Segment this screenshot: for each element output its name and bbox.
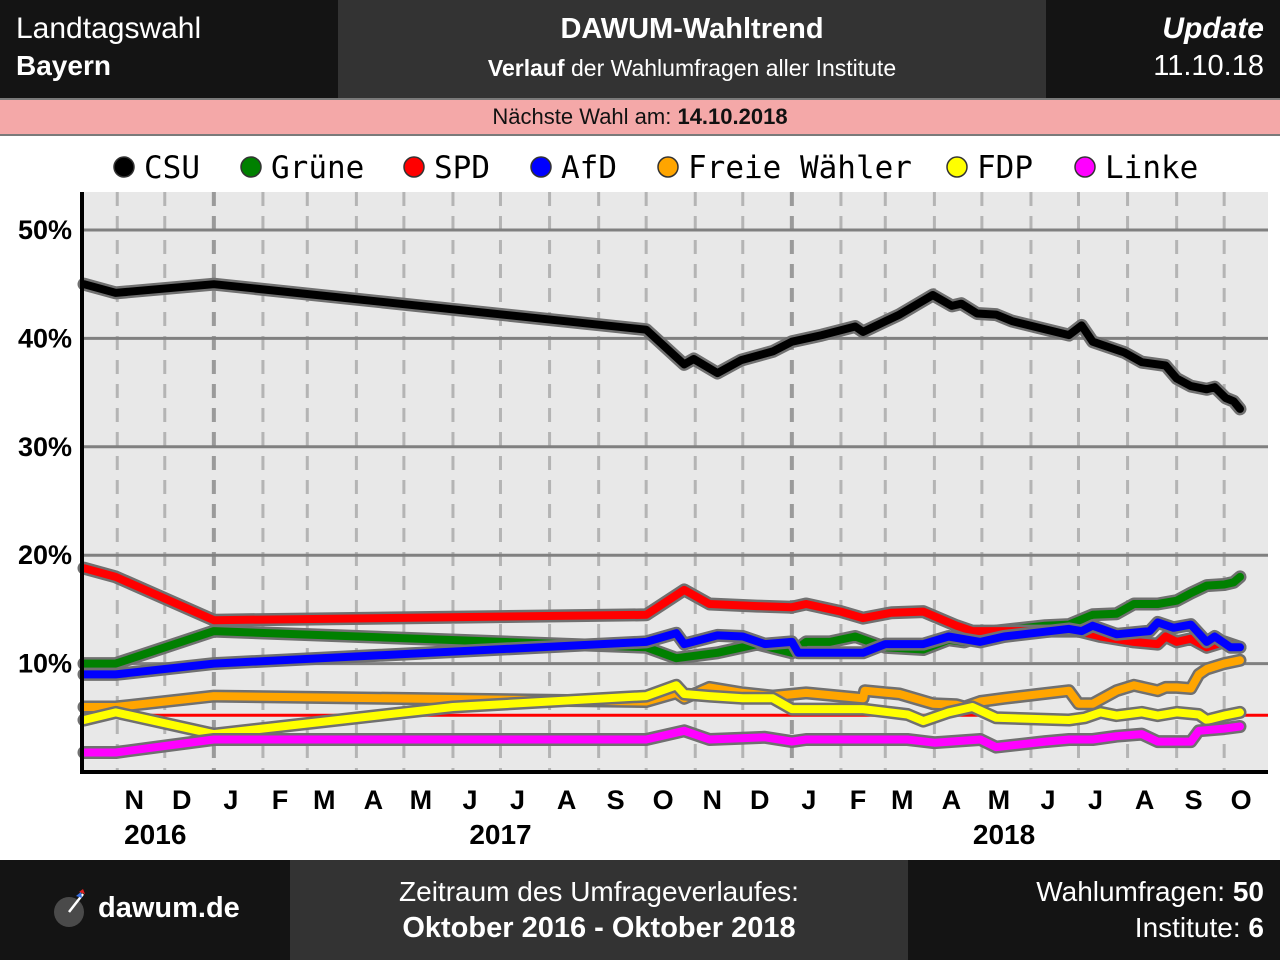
year-label: 2016 [124,819,186,850]
page-title: DAWUM-Wahltrend [560,13,824,45]
x-tick-label: A [1135,785,1155,815]
x-tick-label: J [462,785,477,815]
footer-stats: Wahlumfragen: 50 Institute: 6 [908,860,1280,960]
year-labels: 2016 2017 2018 [124,819,1035,850]
period-value: Oktober 2016 - Oktober 2018 [402,912,796,944]
series-line-csu [80,280,1244,413]
chart-legend: CSU Grüne SPD AfD Freie Wähler FDP Linke [113,150,1198,186]
next-election-label: Nächste Wahl am: [492,104,678,129]
x-tick-label: D [750,785,770,815]
footer-logo-area: dawum.de [0,860,290,960]
legend-label-csu: CSU [144,150,200,186]
election-type: Landtagswahl [16,12,202,45]
poll-trend-chart: CSU Grüne SPD AfD Freie Wähler FDP Linke 10% 20… [18,150,1268,850]
x-tick-label: M [891,785,914,815]
footer: dawum.de Zeitraum des Umfrageverlaufes: … [0,860,1280,960]
x-tick-label: A [557,785,577,815]
series-line-fdp [80,681,1244,739]
x-tick-label: J [801,785,816,815]
polls-stat: Wahlumfragen: 50 [1036,876,1264,908]
legend-marker-gruene [240,156,262,178]
update-date: 11.10.18 [1153,50,1264,82]
series-line-afd [80,618,1244,679]
x-tick-label: J [510,785,525,815]
x-tick-label: S [1185,785,1203,815]
next-election-bar: Nächste Wahl am: 14.10.2018 [0,98,1280,136]
y-tick-label: 20% [18,540,72,570]
y-tick-labels: 10% 20% 30% 40% 50% [18,215,72,679]
logo-text[interactable]: dawum.de [98,892,240,924]
legend-marker-spd [403,156,425,178]
legend-label-freie-waehler: Freie Wähler [688,150,912,186]
y-tick-label: 40% [18,323,72,353]
y-tick-label: 50% [18,215,72,245]
x-tick-label: M [313,785,336,815]
institutes-stat: Institute: 6 [1135,912,1264,944]
y-tick-label: 30% [18,432,72,462]
x-tick-label: N [125,785,145,815]
period-label: Zeitraum des Umfrageverlaufes: [399,876,799,907]
update-label: Update [1162,12,1264,45]
x-axis-line [80,770,1268,774]
polls-label: Wahlumfragen: [1036,876,1233,907]
x-tick-label: A [942,785,962,815]
header-center: DAWUM-Wahltrend Verlauf der Wahlumfragen… [338,0,1046,98]
legend-marker-csu [113,156,135,178]
header-left: Landtagswahl Bayern [0,0,338,98]
year-label: 2018 [973,819,1035,850]
institutes-count: 6 [1248,912,1264,943]
x-tick-label: J [1040,785,1055,815]
region-name: Bayern [16,50,111,81]
x-tick-label: A [364,785,384,815]
x-tick-label: F [272,785,289,815]
y-tick-label: 10% [18,649,72,679]
x-tick-label: N [703,785,723,815]
institutes-label: Institute: [1134,912,1249,943]
legend-label-linke: Linke [1105,150,1198,186]
legend-marker-afd [530,156,552,178]
x-tick-label: F [850,785,867,815]
subtitle-bold: Verlauf [487,55,565,81]
legend-label-fdp: FDP [977,150,1033,186]
footer-period: Zeitraum des Umfrageverlaufes: Oktober 2… [290,860,908,960]
series-line-spd [80,564,1244,652]
header-right: Update 11.10.18 [1046,0,1280,98]
legend-label-gruene: Grüne [271,150,364,186]
x-tick-label: J [1088,785,1103,815]
series-line-linke [80,722,1244,757]
series-lines [77,277,1247,759]
x-tick-label: M [410,785,433,815]
x-tick-label: O [1231,785,1252,815]
subtitle-rest: der Wahlumfragen aller Institute [564,55,897,81]
x-tick-label: M [988,785,1011,815]
legend-marker-freie-waehler [657,156,679,178]
polls-count: 50 [1232,876,1264,907]
dawum-logo-icon[interactable] [52,886,92,930]
x-tick-label: O [653,785,674,815]
x-tick-label: D [172,785,192,815]
x-tick-label: S [607,785,625,815]
next-election-date: 14.10.2018 [677,104,788,129]
legend-marker-fdp [946,156,968,178]
x-tick-label: J [223,785,238,815]
legend-label-afd: AfD [561,150,617,186]
legend-marker-linke [1074,156,1096,178]
legend-label-spd: SPD [434,150,490,186]
year-label: 2017 [469,819,531,850]
page-subtitle: Verlauf der Wahlumfragen aller Institute [338,55,1046,82]
y-axis-line [80,192,84,772]
